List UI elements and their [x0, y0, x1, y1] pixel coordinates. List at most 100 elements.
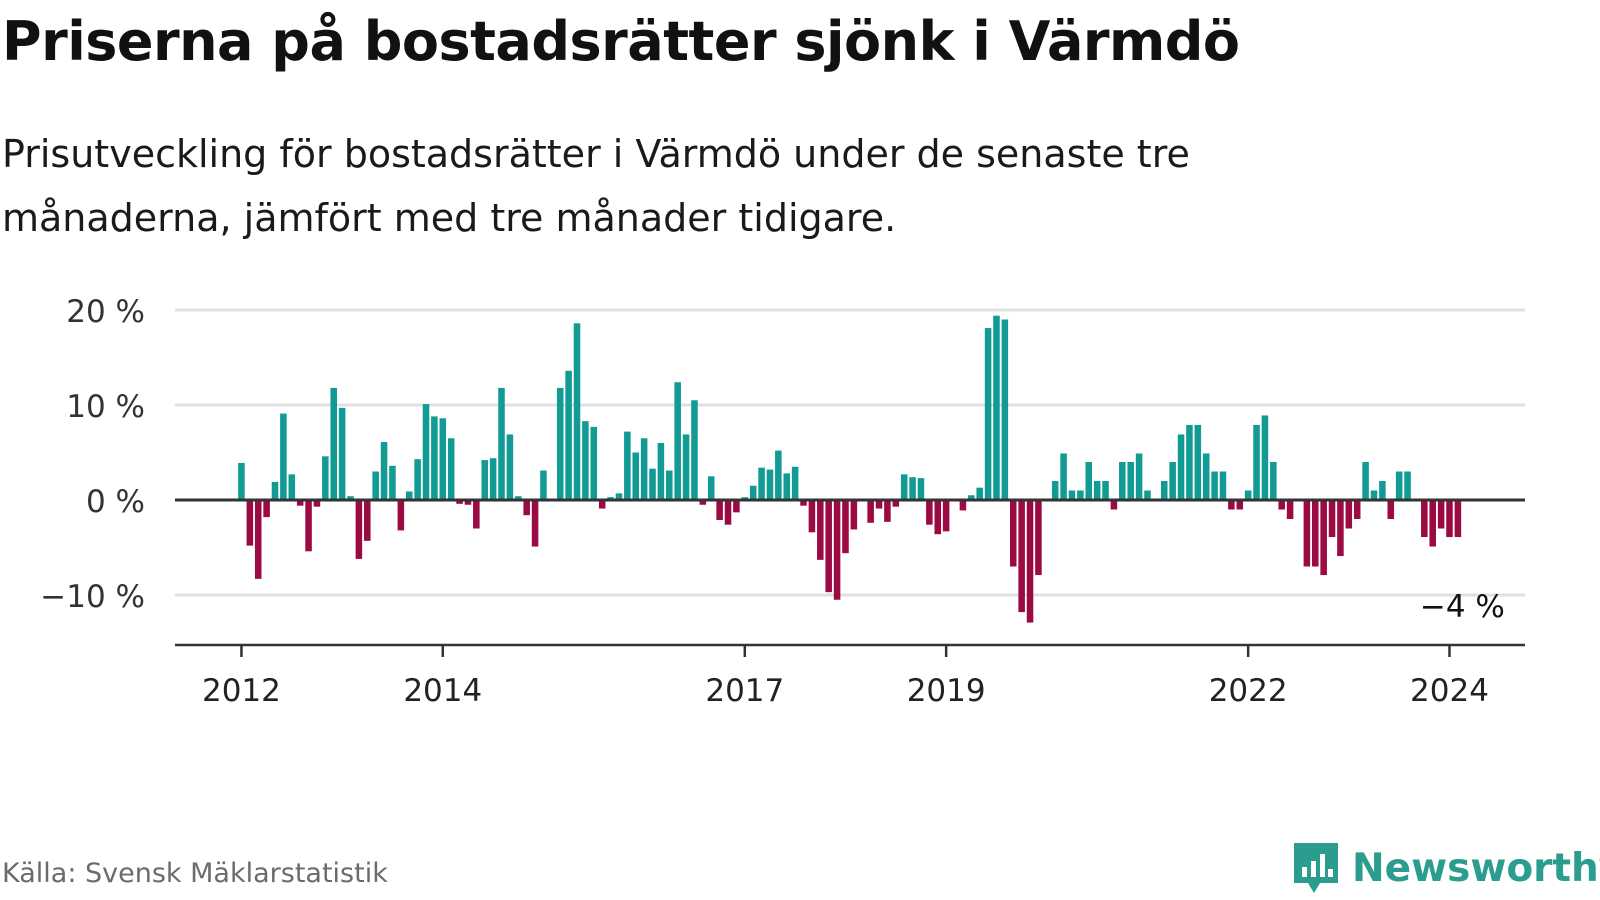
- x-tick-label: 2017: [705, 673, 784, 709]
- bar: [288, 474, 296, 500]
- bar: [447, 438, 455, 500]
- tick-labels: 20 % 10 % 0 % −10 % 2012 2014 2017 2019 2022 2024…: [40, 294, 1505, 709]
- bar: [1446, 500, 1453, 538]
- bar: [1353, 500, 1361, 519]
- bar: [1169, 462, 1176, 500]
- bar: [926, 500, 933, 525]
- bar: [489, 458, 497, 500]
- bar: [1404, 471, 1411, 500]
- bar: [498, 387, 505, 500]
- bar: [1328, 500, 1336, 538]
- bar: [934, 500, 942, 535]
- bar: [372, 471, 379, 500]
- bar: [959, 500, 967, 511]
- bar: [515, 496, 522, 500]
- bar: [909, 477, 916, 500]
- bar: [422, 404, 430, 500]
- chart-title: Priserna på bostadsrätter sjönk i Värmdö: [2, 10, 1240, 73]
- bar: [598, 500, 606, 509]
- bar: [1270, 462, 1277, 500]
- bar: [817, 500, 824, 560]
- bar: [942, 500, 950, 532]
- bar: [347, 496, 354, 500]
- bar: [473, 500, 480, 529]
- bar: [1219, 471, 1227, 500]
- bar: [1144, 490, 1151, 500]
- bar: [682, 434, 690, 500]
- bar: [833, 500, 841, 600]
- bar: [1278, 500, 1285, 510]
- bar: [397, 500, 405, 531]
- bar: [984, 328, 992, 500]
- bar: [1077, 490, 1084, 500]
- bar: [405, 491, 413, 500]
- bar: [775, 450, 782, 500]
- bar: [875, 500, 883, 509]
- bar: [1085, 462, 1093, 500]
- bar: [254, 500, 262, 579]
- bar: [305, 500, 312, 552]
- bar: [1186, 424, 1193, 500]
- bar: [414, 459, 421, 500]
- bar: [1312, 500, 1319, 567]
- bar: [884, 500, 891, 522]
- bar: [1320, 500, 1327, 576]
- source-note: Källa: Svensk Mäklarstatistik: [2, 858, 388, 889]
- grid-lines: [175, 308, 1525, 597]
- bars: [238, 315, 1462, 623]
- bar-chart: 20 % 10 % 0 % −10 % 2012 2014 2017 2019 2022 2024…: [40, 294, 1525, 709]
- bar: [1303, 500, 1311, 567]
- bar: [1035, 500, 1042, 576]
- bar: [716, 500, 723, 520]
- bar: [1370, 490, 1378, 500]
- bar: [783, 473, 791, 500]
- bar: [1001, 319, 1009, 500]
- bar: [431, 416, 438, 500]
- bar: [1454, 500, 1462, 538]
- bar: [565, 370, 572, 500]
- bar: [758, 467, 765, 500]
- bar: [1379, 481, 1386, 500]
- bar: [1437, 500, 1445, 529]
- bar: [556, 387, 564, 500]
- bar: [464, 500, 472, 505]
- bar: [439, 418, 447, 500]
- bar: [540, 470, 547, 500]
- bar: [1119, 462, 1126, 500]
- bar: [640, 438, 648, 500]
- y-tick-label: 20 %: [66, 294, 145, 330]
- axes: [175, 498, 1525, 657]
- brand-logo[interactable]: Newsworthy: [1290, 838, 1600, 898]
- bar: [590, 426, 598, 500]
- bar: [1018, 500, 1025, 613]
- bar: [1051, 481, 1059, 500]
- bar: [1009, 500, 1017, 567]
- bar: [1253, 424, 1260, 500]
- bar: [1261, 415, 1269, 500]
- bar: [892, 500, 900, 507]
- bar: [238, 462, 245, 500]
- bar: [355, 500, 363, 559]
- last-value-annotation: −4 %: [1420, 589, 1505, 625]
- bar: [380, 442, 388, 500]
- y-tick-label: 0 %: [86, 484, 145, 520]
- bar: [1228, 500, 1235, 510]
- bar: [338, 407, 346, 500]
- bar: [632, 452, 640, 500]
- bar: [976, 487, 983, 500]
- bar: [1110, 500, 1118, 510]
- bar: [842, 500, 849, 554]
- bar: [707, 476, 715, 500]
- bar: [280, 413, 287, 500]
- bar: [1068, 490, 1076, 500]
- bar: [724, 500, 732, 525]
- bar: [1345, 500, 1353, 529]
- bar: [1093, 481, 1101, 500]
- bar: [246, 500, 254, 546]
- bar: [313, 500, 321, 507]
- bar: [624, 431, 631, 500]
- bar: [766, 469, 774, 500]
- bar: [573, 323, 581, 500]
- bar: [1362, 462, 1369, 500]
- bar: [791, 466, 799, 500]
